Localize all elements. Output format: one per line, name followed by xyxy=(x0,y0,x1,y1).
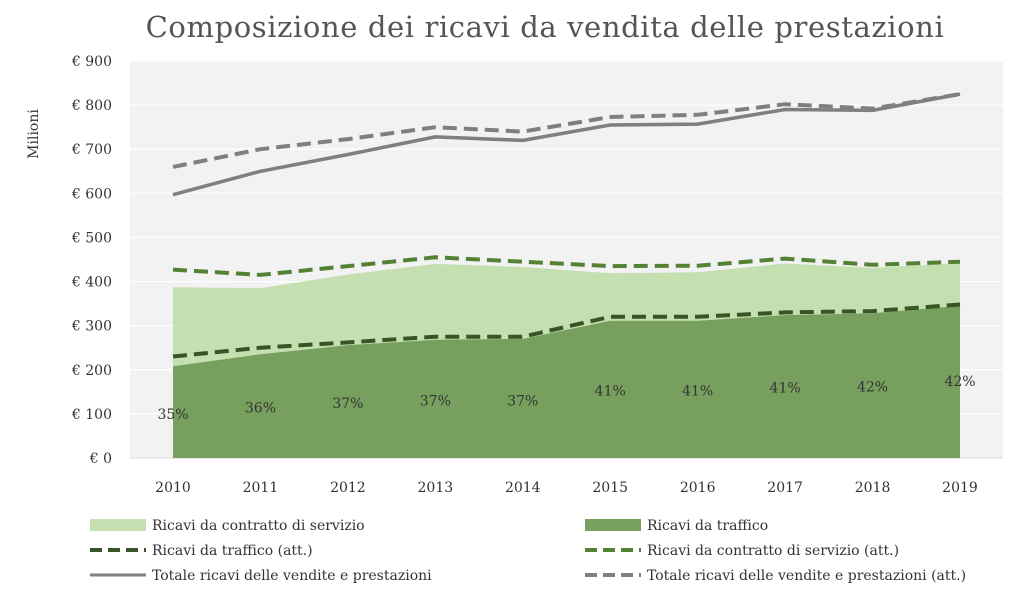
y-tick-label: € 300 xyxy=(71,319,112,335)
legend-swatch xyxy=(585,519,641,531)
y-axis-label: Milioni xyxy=(26,109,42,159)
legend-item-totale-ricavi-att: Totale ricavi delle vendite e prestazion… xyxy=(585,568,966,584)
x-tick-label: 2014 xyxy=(505,480,541,496)
line-layer xyxy=(172,92,961,359)
data-label: 41% xyxy=(682,384,713,400)
data-label: 37% xyxy=(332,396,363,412)
legend-swatch xyxy=(90,519,146,531)
legend-item-totale-ricavi: Totale ricavi delle vendite e prestazion… xyxy=(90,568,432,584)
chart-title: Composizione dei ricavi da vendita delle… xyxy=(146,10,945,44)
y-axis-ticks: € 0 € 100 € 200 € 300 € 400 € 500 € 600 € 700 € … xyxy=(71,54,112,467)
x-tick-label: 2010 xyxy=(155,480,191,496)
y-tick-label: € 700 xyxy=(71,142,112,158)
data-label: 36% xyxy=(245,400,276,416)
x-tick-label: 2015 xyxy=(592,480,628,496)
y-tick-label: € 200 xyxy=(71,363,112,379)
x-axis-ticks: 2010 2011 2012 2013 2014 2015 2016 2017 2018 2019 xyxy=(155,480,978,496)
line-ricavi-contratto-servizio-att xyxy=(172,255,961,277)
x-tick-label: 2018 xyxy=(855,480,891,496)
x-tick-label: 2016 xyxy=(680,480,716,496)
data-label-layer: 35% 36% 37% 37% 37% 41% 41% 41% 42% 42% xyxy=(157,374,975,423)
x-tick-label: 2012 xyxy=(330,480,366,496)
y-tick-label: € 0 xyxy=(89,451,112,467)
legend-label: Ricavi da contratto di servizio xyxy=(152,518,365,534)
legend-item-ricavi-contratto-servizio: Ricavi da contratto di servizio xyxy=(90,518,365,534)
area-ricavi-traffico xyxy=(173,305,960,458)
data-label: 42% xyxy=(857,380,888,396)
x-tick-label: 2019 xyxy=(942,480,978,496)
data-label: 42% xyxy=(944,374,975,390)
legend-label: Ricavi da traffico (att.) xyxy=(152,543,313,559)
legend-label: Ricavi da contratto di servizio (att.) xyxy=(647,543,899,559)
line-ricavi-traffico-att xyxy=(172,302,961,359)
data-label: 37% xyxy=(420,394,451,410)
legend: Ricavi da contratto di servizio Ricavi da… xyxy=(90,518,966,584)
y-tick-label: € 900 xyxy=(71,54,112,70)
data-label: 35% xyxy=(157,407,188,423)
data-label: 41% xyxy=(595,384,626,400)
y-tick-label: € 100 xyxy=(71,407,112,423)
y-tick-label: € 500 xyxy=(71,230,112,246)
y-tick-label: € 400 xyxy=(71,275,112,291)
x-tick-label: 2011 xyxy=(243,480,279,496)
legend-label: Totale ricavi delle vendite e prestazion… xyxy=(647,568,966,584)
data-label: 41% xyxy=(770,380,801,396)
x-tick-label: 2017 xyxy=(767,480,803,496)
x-tick-label: 2013 xyxy=(418,480,454,496)
y-tick-label: € 800 xyxy=(71,98,112,114)
line-totale-ricavi-att xyxy=(172,92,961,169)
legend-item-ricavi-traffico-att: Ricavi da traffico (att.) xyxy=(90,543,313,559)
data-label: 37% xyxy=(507,394,538,410)
legend-item-ricavi-traffico: Ricavi da traffico xyxy=(585,518,768,534)
area-layer xyxy=(173,263,960,458)
y-tick-label: € 600 xyxy=(71,186,112,202)
legend-label: Ricavi da traffico xyxy=(647,518,768,534)
legend-item-ricavi-contratto-servizio-att: Ricavi da contratto di servizio (att.) xyxy=(585,543,899,559)
line-totale-ricavi xyxy=(172,92,961,197)
legend-label: Totale ricavi delle vendite e prestazion… xyxy=(152,568,432,584)
